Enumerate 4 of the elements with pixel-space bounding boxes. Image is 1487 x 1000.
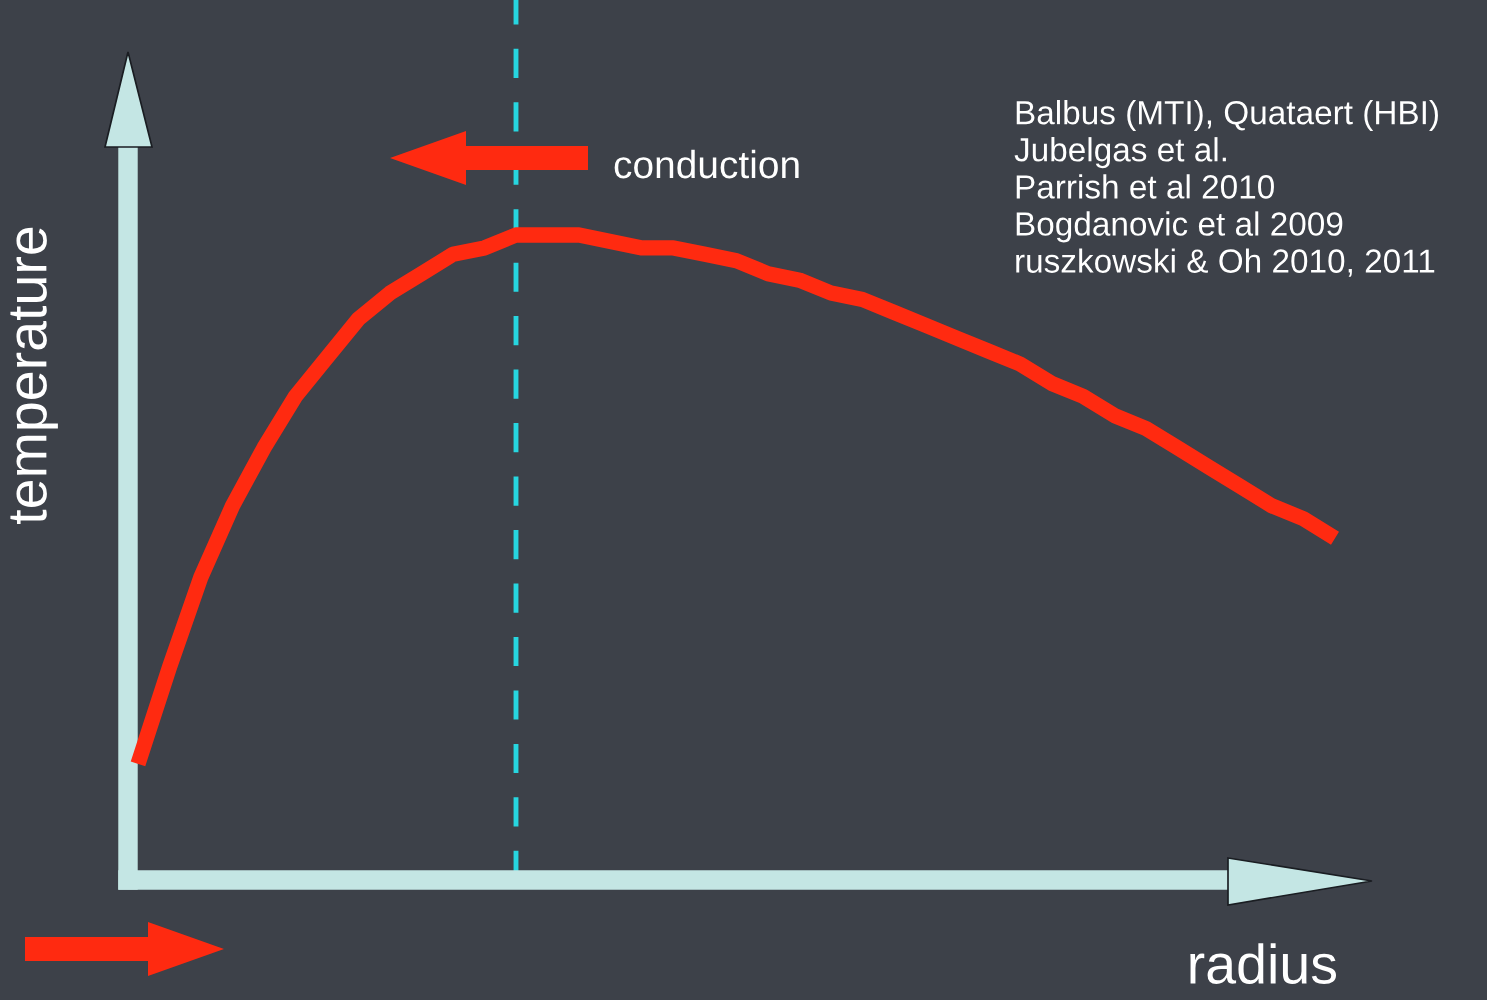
y-axis-title: temperature [10,227,58,524]
x-axis-title: radius [1190,943,1337,985]
text: conduction [614,149,799,179]
annotation: Balbus (MTI), Quataert (HBI) Jubelgas et al. Parrish et al 2010 Bogdanovic et al 2009 ruszkowski & Oh 2010, 2011 [1014,100,1438,277]
